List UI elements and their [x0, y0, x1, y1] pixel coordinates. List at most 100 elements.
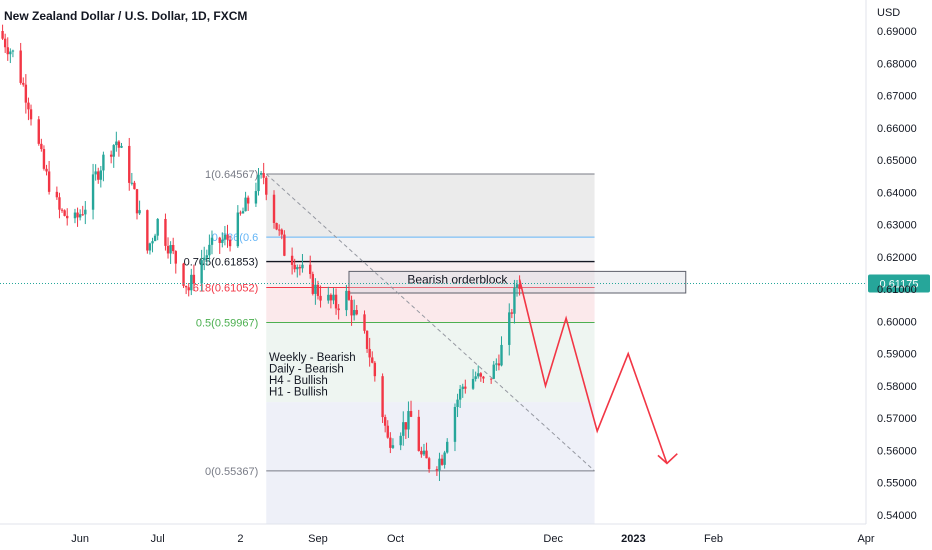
- price-tick-label: 0.60000: [877, 316, 917, 328]
- price-tick-label: 0.59000: [877, 349, 917, 361]
- candle: [66, 208, 69, 226]
- candle-body: [425, 450, 428, 459]
- candle: [58, 192, 61, 219]
- candle: [513, 279, 516, 324]
- candle: [262, 162, 265, 185]
- candle: [290, 247, 294, 275]
- candle: [172, 237, 175, 255]
- bias-note: Weekly - Bearish: [269, 352, 356, 364]
- candle-body: [246, 197, 250, 204]
- candle-body: [239, 212, 242, 214]
- price-axis[interactable]: 0.69000 0.68000 0.67000 0.66000 0.65000 0.640…: [877, 26, 917, 522]
- candle: [192, 264, 196, 292]
- candle: [500, 336, 503, 367]
- candle-body: [47, 171, 51, 192]
- candle: [182, 262, 185, 289]
- candle-body: [489, 378, 493, 380]
- candle: [373, 360, 377, 382]
- candle: [47, 160, 51, 195]
- candle-body: [236, 212, 240, 247]
- candle-body: [314, 284, 317, 294]
- candle-body: [133, 182, 136, 190]
- price-tick-label: 0.67000: [877, 91, 917, 103]
- time-tick-label: 2023: [621, 533, 645, 545]
- candle: [6, 37, 9, 61]
- candle: [329, 293, 333, 309]
- candle-body: [135, 189, 139, 214]
- candle-body: [210, 237, 214, 245]
- candle-body: [24, 84, 28, 103]
- candle-body: [515, 284, 519, 288]
- fib-zone-mid-0: [266, 402, 595, 471]
- candle: [399, 432, 402, 451]
- candle: [458, 385, 462, 408]
- candle-body: [203, 257, 206, 261]
- projection-arrowhead: [657, 453, 678, 465]
- candle-body: [383, 417, 387, 426]
- candle: [63, 209, 66, 217]
- candle: [151, 237, 154, 253]
- candle-body: [22, 82, 25, 85]
- candle-body: [409, 411, 413, 417]
- candle-body: [461, 386, 464, 390]
- candle: [109, 150, 113, 164]
- candle-body: [192, 274, 196, 284]
- candle-body: [464, 386, 467, 389]
- candle-body: [172, 244, 175, 252]
- candle-body: [78, 214, 82, 218]
- candle: [257, 167, 260, 196]
- trend-line: [265, 173, 595, 472]
- candle: [117, 140, 121, 157]
- candle-body: [254, 191, 258, 204]
- candle: [138, 200, 141, 215]
- candle-body: [474, 376, 477, 379]
- fib-level-label-0: 0(0.55367): [205, 466, 258, 478]
- candle: [347, 286, 351, 301]
- candle: [166, 237, 170, 259]
- candle-body: [280, 229, 283, 235]
- candle: [371, 351, 374, 364]
- candle-body: [9, 51, 12, 55]
- candle: [409, 400, 413, 418]
- candle-body: [438, 458, 441, 471]
- candle-body: [518, 284, 521, 290]
- candle-body: [272, 194, 276, 223]
- candle: [474, 371, 477, 382]
- candle: [73, 208, 77, 224]
- candle: [316, 280, 320, 300]
- candle: [184, 285, 188, 295]
- candle: [495, 358, 498, 371]
- candle: [345, 284, 348, 317]
- candle: [29, 104, 33, 126]
- time-tick-label: Jul: [151, 533, 165, 545]
- candle-body: [301, 264, 304, 269]
- candle: [435, 466, 439, 476]
- candle-body: [40, 143, 43, 150]
- candle: [440, 454, 444, 466]
- candle-body: [458, 389, 462, 400]
- candle-body: [262, 173, 265, 178]
- candle-body: [298, 267, 302, 269]
- candle-body: [355, 310, 358, 315]
- candle-body: [19, 50, 22, 83]
- candle: [81, 205, 84, 216]
- candle: [239, 210, 242, 216]
- candle-body: [205, 255, 209, 258]
- fib-level-label-1: 1(0.64567): [205, 169, 258, 181]
- candle-body: [76, 212, 79, 218]
- candle: [402, 411, 405, 446]
- candle: [218, 236, 221, 254]
- candle-body: [513, 287, 516, 314]
- candle-body: [45, 168, 48, 172]
- candle: [19, 42, 22, 85]
- candle: [446, 438, 449, 454]
- candle-body: [228, 239, 232, 247]
- time-axis[interactable]: Jun Jul 2 Sep Oct Dec 2023 Feb Apr: [71, 533, 875, 545]
- fibonacci-zones: [266, 174, 595, 524]
- candle: [76, 207, 79, 227]
- candle-body: [365, 330, 369, 349]
- candle: [133, 180, 136, 190]
- candle: [37, 116, 40, 146]
- candle-body: [275, 222, 278, 230]
